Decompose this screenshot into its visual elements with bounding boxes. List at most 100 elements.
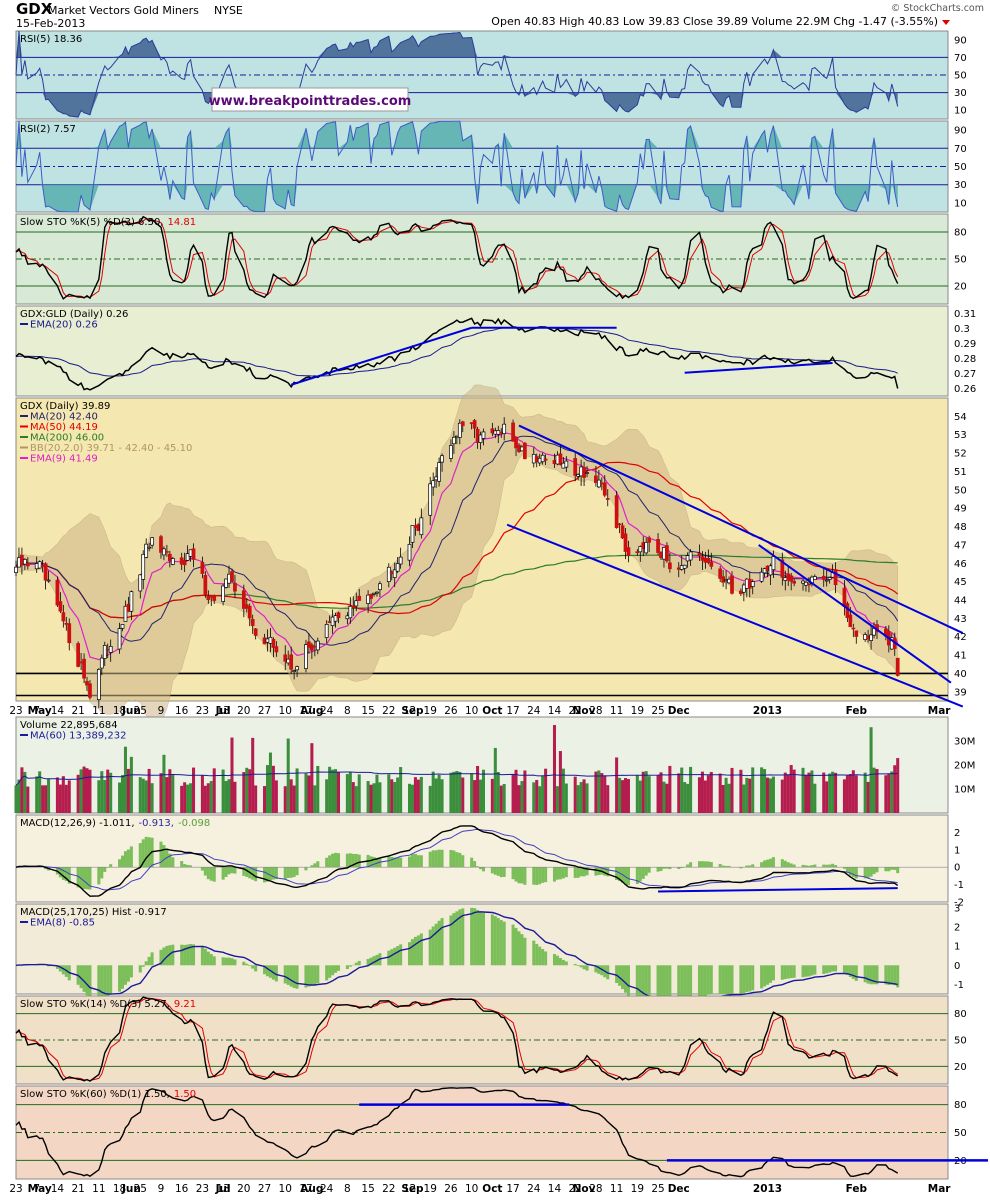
- macd-long-hist-bar: [263, 965, 267, 975]
- volume-bar: [481, 769, 485, 813]
- macd-long-hist-bar: [183, 944, 187, 966]
- macd-long-hist-bar: [304, 965, 308, 988]
- tick-label: 0.31: [954, 309, 976, 320]
- macd-hist-bar: [532, 867, 536, 885]
- macd-long-hist-bar: [295, 965, 299, 989]
- chart-date: 15-Feb-2013: [16, 17, 85, 30]
- tick-label: 50: [954, 1128, 967, 1139]
- volume-bar: [558, 751, 562, 813]
- macd-hist-bar: [496, 867, 500, 876]
- macd-long-hist-bar: [100, 965, 104, 1000]
- candle-body: [105, 648, 110, 651]
- volume-bar: [825, 781, 829, 813]
- candle-body: [392, 569, 397, 578]
- candle-body: [413, 525, 418, 529]
- macd-hist-bar: [295, 867, 299, 876]
- macd-long-hist-bar: [496, 917, 500, 966]
- macd-hist-bar: [700, 861, 704, 868]
- volume-bar: [786, 774, 790, 813]
- macd-hist-bar: [64, 867, 68, 882]
- macd-long-hist-bar: [742, 965, 746, 994]
- volume-bar: [730, 767, 734, 813]
- date-label: 14: [51, 705, 65, 717]
- date-label: Mar: [928, 705, 952, 717]
- volume-bar: [106, 769, 110, 813]
- macd-hist-bar: [834, 865, 838, 868]
- candle-body: [416, 524, 421, 531]
- date-label: 9: [158, 705, 165, 717]
- macd-hist-bar: [875, 867, 879, 873]
- candle-body: [659, 551, 663, 559]
- candle-body: [375, 591, 379, 594]
- macd-hist-bar: [721, 865, 725, 868]
- volume-bar: [535, 779, 539, 813]
- date-label: 2013: [753, 705, 782, 717]
- volume-bar: [224, 780, 228, 813]
- volume-bar: [372, 783, 376, 813]
- macd-hist-bar: [171, 857, 175, 868]
- macd-long-hist-bar: [206, 951, 210, 966]
- macd-long-hist-bar: [286, 965, 290, 985]
- plot-area: [15, 30, 899, 118]
- macd-hist-bar: [304, 867, 308, 871]
- date-label: 20: [237, 1183, 250, 1195]
- volume-bar: [410, 784, 414, 813]
- date-label: 23: [9, 1183, 22, 1195]
- tick-label: 0.26: [954, 384, 976, 395]
- candle-body: [327, 621, 332, 623]
- macd-hist-bar: [561, 867, 565, 879]
- volume-bar: [283, 786, 287, 813]
- macd-long-hist-bar: [822, 965, 826, 974]
- date-label: Aug: [300, 705, 323, 717]
- macd-hist-bar: [606, 867, 610, 877]
- tick-label: -1: [954, 880, 964, 891]
- date-label: 14: [548, 1183, 562, 1195]
- candle-body: [706, 557, 711, 563]
- macd-hist-bar: [564, 867, 568, 878]
- macd-hist-bar: [328, 855, 332, 868]
- volume-bar: [307, 775, 311, 813]
- volume-bar: [884, 775, 888, 813]
- date-label: 7: [33, 705, 40, 717]
- date-label: May: [28, 1183, 52, 1195]
- tick-label: 39: [954, 687, 967, 698]
- watermark-text: www.breakpointtrades.com: [209, 94, 412, 109]
- volume-bar: [863, 772, 867, 813]
- date-label: 23: [196, 1183, 209, 1195]
- candle-body: [64, 622, 69, 625]
- macd-hist-bar: [792, 864, 796, 868]
- date-label: Mar: [928, 1183, 952, 1195]
- macd-hist-bar: [67, 867, 71, 884]
- macd-hist-bar: [745, 865, 749, 868]
- volume-bar: [668, 765, 672, 813]
- candle-body: [594, 475, 598, 483]
- candle-body: [295, 666, 299, 671]
- date-label: Oct: [482, 1183, 502, 1195]
- volume-bar: [751, 767, 755, 813]
- tick-label: 40: [954, 669, 967, 680]
- macd-hist-bar: [271, 867, 275, 880]
- macd-long-hist-bar: [783, 965, 787, 980]
- tick-label: 53: [954, 430, 967, 441]
- macd-hist-bar: [189, 865, 193, 868]
- macd-long-hist-bar: [357, 960, 361, 966]
- date-label: 15: [361, 1183, 374, 1195]
- candle-body: [40, 565, 45, 567]
- macd-long-hist-bar: [689, 965, 693, 1000]
- tick-label: 50: [954, 71, 967, 82]
- volume-bar: [455, 771, 459, 813]
- macd-long-hist-bar: [535, 943, 539, 966]
- macd-hist-bar: [313, 863, 317, 868]
- volume-bar: [171, 774, 175, 813]
- candle-body: [721, 576, 726, 583]
- date-label: 19: [631, 1183, 644, 1195]
- macd-long-hist-bar: [834, 965, 838, 972]
- macd-long-hist-bar: [233, 959, 237, 966]
- date-label: 21: [71, 705, 84, 717]
- candle-body: [434, 476, 439, 481]
- volume-bar: [141, 778, 145, 813]
- volume-bar: [348, 772, 352, 813]
- candle-body: [493, 430, 498, 435]
- macd-long-hist-bar: [407, 942, 412, 966]
